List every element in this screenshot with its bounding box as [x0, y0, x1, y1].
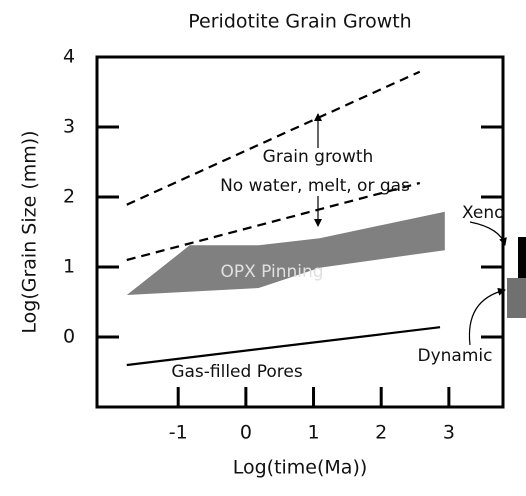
annotation: No water, melt, or gas — [220, 176, 410, 196]
x-tick-label: 3 — [443, 422, 455, 444]
plot-area — [126, 70, 445, 367]
dynamic-bar — [507, 278, 526, 318]
line — [126, 326, 441, 367]
arrow — [469, 221, 507, 246]
y-tick-label: 2 — [63, 186, 75, 208]
x-tick-label: 1 — [307, 422, 319, 444]
x-tick-label: -1 — [169, 422, 188, 444]
y-axis-label: Log(Grain Size (mm)) — [19, 130, 41, 333]
y-tick-label: 3 — [63, 116, 75, 138]
y-tick-label: 0 — [63, 326, 75, 348]
annotation: Grain growth — [263, 147, 374, 167]
chart-title: Peridotite Grain Growth — [188, 11, 411, 33]
xeno-bar — [518, 237, 526, 297]
annotation: Xeno — [462, 203, 505, 223]
line — [126, 70, 421, 206]
annotation: Gas-filled Pores — [171, 362, 303, 382]
annotation: OPX Pinning — [220, 262, 323, 282]
line — [126, 181, 421, 262]
x-tick-label: 0 — [240, 422, 252, 444]
y-tick-label: 1 — [63, 256, 75, 278]
annotation: Dynamic — [418, 346, 493, 366]
plot-frame — [95, 55, 505, 409]
x-axis-label: Log(time(Ma)) — [233, 457, 368, 479]
area — [126, 211, 445, 295]
arrow — [468, 287, 506, 346]
y-tick-label: 4 — [63, 46, 75, 68]
x-tick-label: 2 — [375, 422, 387, 444]
